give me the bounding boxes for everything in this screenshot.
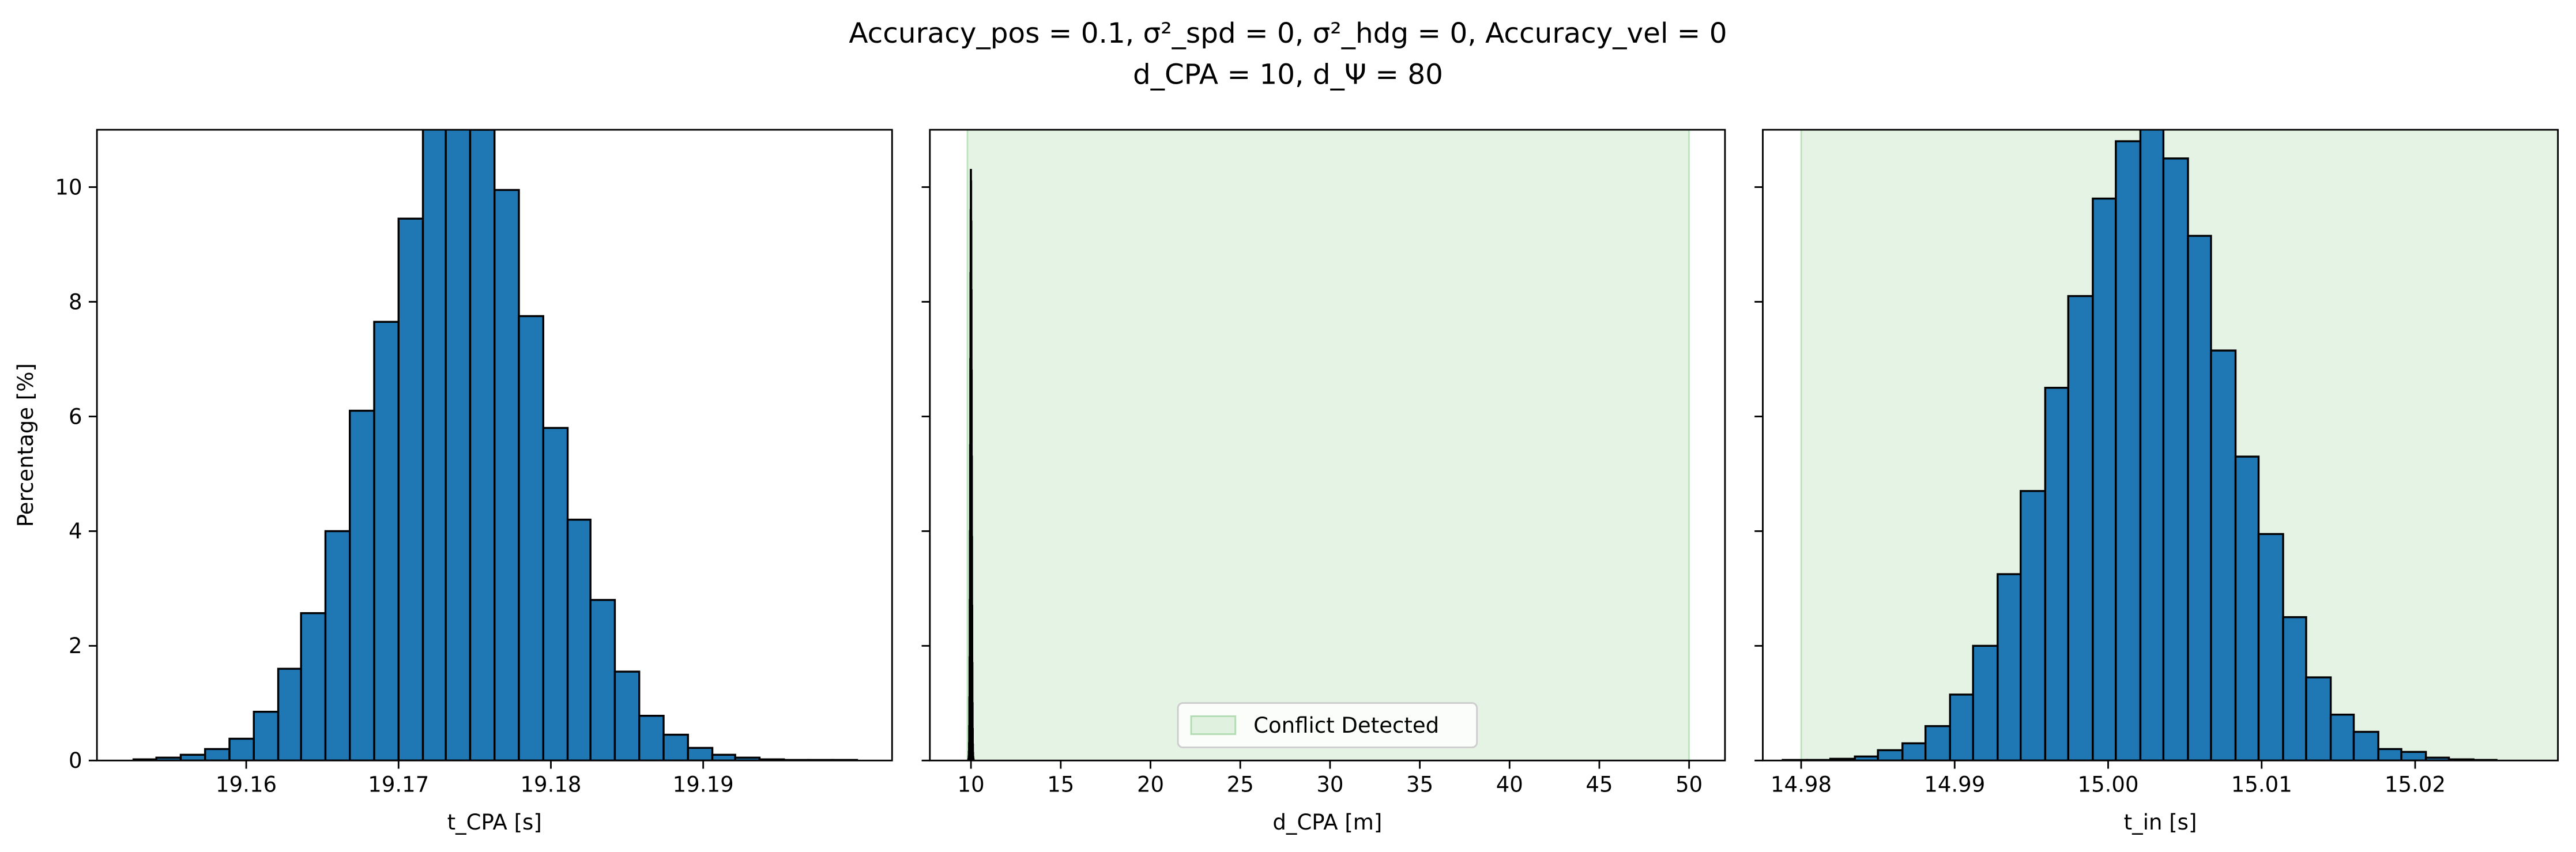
x-tick-label: 15.00 <box>2078 772 2139 797</box>
plot-area <box>132 130 858 761</box>
bar <box>1997 573 2022 761</box>
bar <box>662 733 689 761</box>
x-tick-label: 25 <box>1227 772 1254 797</box>
title-line: Accuracy_pos = 0.1, σ²_spd = 0, σ²_hdg =… <box>849 17 1727 50</box>
bar <box>179 753 206 761</box>
bar <box>494 189 520 761</box>
axes-frame <box>929 129 1726 761</box>
bar <box>1901 742 1927 761</box>
x-tick-label: 15.02 <box>2385 772 2446 797</box>
x-tick-label: 19.17 <box>368 772 429 797</box>
bar <box>2400 751 2427 761</box>
bar <box>421 130 447 761</box>
bar <box>349 409 375 761</box>
x-tick-label: 50 <box>1675 772 1703 797</box>
bar <box>300 612 327 761</box>
x-tick-label: 15.01 <box>2231 772 2292 797</box>
bar <box>445 130 472 761</box>
bar <box>2234 455 2260 761</box>
y-tick-label: 8 <box>69 289 82 314</box>
x-tick-label: 40 <box>1496 772 1523 797</box>
bar <box>2020 490 2047 761</box>
bar <box>2305 676 2332 761</box>
plot-area <box>1782 130 2558 761</box>
bar <box>613 670 641 761</box>
bar <box>253 711 280 761</box>
x-tick-label: 15 <box>1047 772 1074 797</box>
x-tick-label: 14.98 <box>1771 772 1832 797</box>
x-tick-label: 10 <box>958 772 985 797</box>
bar <box>1877 749 1904 761</box>
y-tick-label: 6 <box>69 404 82 429</box>
x-tick-label: 35 <box>1406 772 1433 797</box>
bar <box>566 518 592 761</box>
title-line: d_CPA = 10, d_Ψ = 80 <box>1133 58 1443 91</box>
bar <box>1972 644 1999 761</box>
bar <box>2282 616 2307 761</box>
bar <box>2115 140 2142 761</box>
y-tick-label: 4 <box>69 519 82 544</box>
bar <box>2210 349 2237 761</box>
axes-frame <box>1762 129 2559 761</box>
x-axis-label: t_in [s] <box>2124 810 2197 835</box>
bar <box>711 753 736 761</box>
bar <box>324 530 351 761</box>
axes-frame <box>96 129 893 761</box>
bar <box>2092 197 2117 761</box>
y-tick-label: 2 <box>69 634 82 658</box>
x-axis-label: t_CPA [s] <box>447 810 542 835</box>
bar <box>2257 533 2284 761</box>
x-tick-label: 19.16 <box>216 772 277 797</box>
bar <box>1949 693 1974 761</box>
legend-box <box>1177 702 1478 748</box>
x-axis-label: d_CPA [m] <box>1272 810 1382 835</box>
plot-area <box>966 130 1690 761</box>
span <box>966 130 1690 761</box>
bar <box>518 315 544 761</box>
bar <box>2187 235 2212 761</box>
bar <box>397 217 424 761</box>
bar <box>1924 725 1952 761</box>
x-tick-label: 19.19 <box>673 772 734 797</box>
bar <box>687 747 714 761</box>
x-tick-label: 30 <box>1316 772 1343 797</box>
bar <box>2352 730 2379 761</box>
bar <box>2067 295 2094 761</box>
bar <box>2377 748 2402 761</box>
x-tick-label: 14.99 <box>1924 772 1985 797</box>
bar <box>542 427 569 761</box>
bar <box>2329 714 2355 761</box>
bar <box>469 130 496 761</box>
x-tick-label: 20 <box>1137 772 1164 797</box>
bar <box>277 668 302 761</box>
bar <box>589 599 616 761</box>
bar <box>204 748 231 761</box>
y-axis-label: Percentage [%] <box>13 363 38 527</box>
bar <box>2044 387 2070 761</box>
bar <box>638 714 665 761</box>
x-tick-label: 45 <box>1585 772 1613 797</box>
x-tick-label: 19.18 <box>520 772 581 797</box>
bar <box>2139 130 2165 761</box>
bar <box>373 321 400 761</box>
legend-label: Conflict Detected <box>1253 713 1439 738</box>
y-tick-label: 0 <box>69 748 82 773</box>
y-tick-label: 10 <box>55 175 82 199</box>
bar <box>2162 157 2189 761</box>
bar <box>228 737 255 761</box>
legend-swatch <box>1190 715 1237 736</box>
